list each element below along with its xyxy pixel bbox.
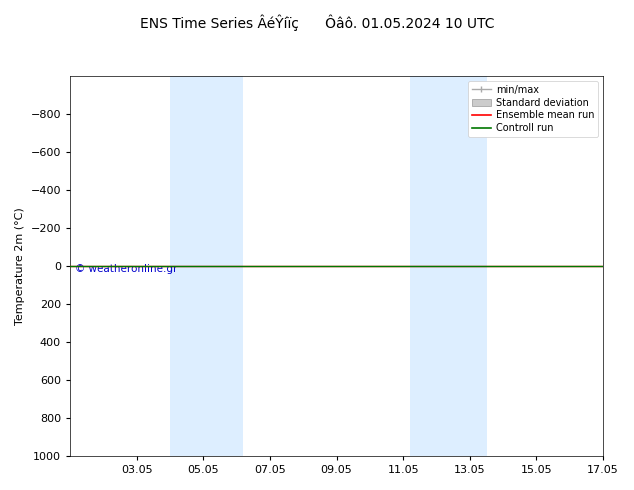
Bar (170, 76, 243, 456)
Y-axis label: Temperature 2m (°C): Temperature 2m (°C) (15, 207, 25, 325)
Bar (410, 76, 486, 456)
Legend: min/max, Standard deviation, Ensemble mean run, Controll run: min/max, Standard deviation, Ensemble me… (468, 81, 598, 137)
Text: ENS Time Series ÂéŶíïç      Ôâô. 01.05.2024 10 UTC: ENS Time Series ÂéŶíïç Ôâô. 01.05.2024 1… (139, 15, 495, 31)
Text: © weatheronline.gr: © weatheronline.gr (75, 264, 178, 274)
